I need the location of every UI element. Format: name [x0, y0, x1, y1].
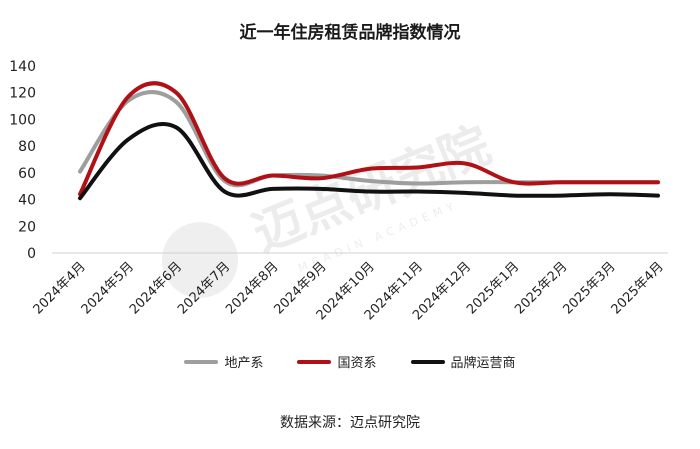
- chart-title: 近一年住房租赁品牌指数情况: [239, 23, 461, 43]
- y-tick-label: 40: [18, 193, 36, 209]
- legend-swatch-guozi: [297, 359, 332, 364]
- watermark-logo-icon: [162, 222, 238, 298]
- legend-swatch-pinpai: [410, 359, 445, 364]
- legend-item-pinpai: 品牌运营商: [410, 352, 516, 371]
- y-tick-label: 20: [18, 219, 36, 235]
- y-tick-label: 0: [27, 246, 36, 262]
- y-tick-label: 80: [18, 139, 36, 155]
- y-tick-label: 140: [9, 59, 36, 75]
- source-note: 数据来源：迈点研究院: [280, 415, 420, 431]
- legend: 地产系 国资系 品牌运营商: [0, 352, 700, 371]
- y-tick-label: 60: [18, 166, 36, 182]
- line-chart: 迈点研究院 MEADIN ACADEMY 0204060801001201402…: [9, 59, 668, 323]
- series-layer: [78, 81, 660, 201]
- y-tick-label: 100: [9, 112, 36, 128]
- legend-item-guozi: 国资系: [297, 352, 377, 371]
- x-tick-label: 2025年4月: [609, 259, 667, 317]
- y-tick-label: 120: [9, 86, 36, 102]
- legend-swatch-dichan: [184, 359, 219, 364]
- legend-label-guozi: 国资系: [337, 356, 377, 371]
- legend-item-dichan: 地产系: [184, 352, 263, 371]
- legend-label-dichan: 地产系: [224, 356, 264, 371]
- legend-label-pinpai: 品牌运营商: [450, 356, 516, 371]
